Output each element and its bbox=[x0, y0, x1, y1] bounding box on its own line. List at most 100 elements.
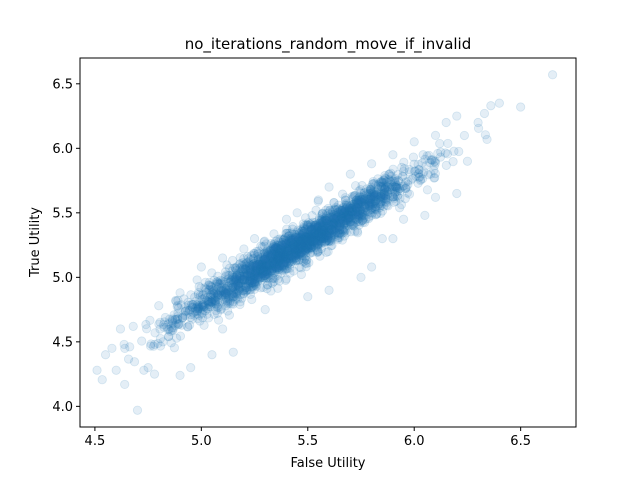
scatter-point bbox=[314, 215, 324, 225]
scatter-point bbox=[227, 272, 237, 282]
scatter-point bbox=[225, 296, 235, 306]
scatter-point bbox=[212, 290, 223, 300]
scatter-point bbox=[305, 243, 316, 253]
scatter-point bbox=[164, 318, 174, 328]
scatter-point bbox=[286, 241, 296, 251]
scatter-point bbox=[240, 272, 250, 282]
scatter-point bbox=[178, 312, 188, 323]
scatter-point bbox=[340, 195, 351, 205]
scatter-point bbox=[317, 229, 327, 239]
scatter-point bbox=[231, 272, 241, 282]
scatter-point bbox=[348, 209, 358, 219]
scatter-point bbox=[317, 225, 327, 235]
scatter-point bbox=[221, 293, 231, 303]
scatter-point bbox=[209, 286, 219, 296]
scatter-point bbox=[257, 262, 268, 272]
scatter-point bbox=[324, 223, 334, 233]
scatter-point bbox=[300, 232, 311, 242]
scatter-point bbox=[377, 182, 387, 193]
scatter-point bbox=[316, 215, 326, 225]
scatter-point bbox=[224, 271, 234, 281]
scatter-point bbox=[305, 236, 315, 246]
scatter-point bbox=[311, 233, 321, 243]
scatter-point bbox=[299, 225, 310, 236]
scatter-point bbox=[336, 207, 347, 217]
scatter-point bbox=[280, 233, 290, 243]
scatter-point bbox=[304, 241, 314, 251]
scatter-point bbox=[279, 252, 289, 262]
scatter-point bbox=[212, 308, 222, 318]
scatter-point bbox=[401, 182, 411, 192]
scatter-point bbox=[267, 259, 277, 269]
scatter-point bbox=[333, 214, 343, 224]
scatter-point bbox=[306, 242, 316, 252]
scatter-point bbox=[294, 255, 305, 265]
scatter-point bbox=[366, 198, 376, 208]
scatter-point bbox=[307, 229, 317, 239]
scatter-point bbox=[250, 277, 260, 287]
scatter-point bbox=[376, 177, 386, 187]
scatter-point bbox=[286, 244, 296, 254]
scatter-point bbox=[238, 275, 248, 285]
scatter-point bbox=[294, 238, 304, 248]
scatter-point bbox=[223, 274, 233, 284]
scatter-point bbox=[198, 290, 208, 300]
scatter-point bbox=[376, 181, 386, 191]
scatter-point bbox=[334, 222, 345, 232]
scatter-point bbox=[284, 242, 295, 252]
scatter-point bbox=[357, 197, 367, 207]
scatter-point bbox=[381, 194, 391, 204]
scatter-point bbox=[297, 242, 307, 253]
scatter-point bbox=[302, 220, 313, 230]
scatter-point bbox=[355, 205, 365, 215]
scatter-point bbox=[255, 254, 265, 265]
scatter-point bbox=[303, 241, 313, 251]
scatter-point bbox=[258, 265, 268, 275]
scatter-point bbox=[306, 232, 316, 242]
scatter-point bbox=[271, 263, 281, 273]
scatter-point bbox=[259, 255, 270, 265]
scatter-point bbox=[269, 249, 279, 259]
scatter-point bbox=[266, 252, 276, 262]
scatter-point bbox=[285, 247, 296, 257]
scatter-point bbox=[269, 260, 279, 270]
scatter-point bbox=[320, 231, 330, 241]
scatter-point bbox=[270, 241, 280, 251]
scatter-point bbox=[281, 237, 291, 247]
scatter-point bbox=[340, 200, 350, 210]
scatter-point bbox=[339, 208, 349, 218]
scatter-point bbox=[335, 210, 345, 220]
scatter-point bbox=[311, 220, 321, 231]
scatter-point bbox=[319, 233, 329, 243]
scatter-point bbox=[305, 240, 315, 250]
scatter-point bbox=[349, 221, 359, 231]
scatter-point bbox=[394, 176, 404, 187]
scatter-point bbox=[315, 233, 325, 243]
scatter-point bbox=[261, 261, 271, 271]
scatter-point bbox=[195, 316, 205, 326]
scatter-point bbox=[268, 254, 278, 264]
y-axis-ticks: 4.04.55.05.56.06.5 bbox=[52, 77, 80, 415]
scatter-point bbox=[239, 289, 249, 299]
scatter-point bbox=[376, 178, 387, 188]
scatter-point bbox=[244, 276, 255, 286]
scatter-point bbox=[338, 215, 348, 226]
scatter-point bbox=[330, 214, 340, 224]
scatter-point bbox=[255, 261, 265, 271]
scatter-point bbox=[384, 169, 394, 180]
scatter-point bbox=[334, 232, 345, 243]
scatter-point bbox=[354, 199, 364, 209]
scatter-point bbox=[362, 189, 372, 199]
scatter-point bbox=[252, 267, 263, 278]
scatter-point bbox=[242, 258, 252, 268]
scatter-point bbox=[311, 205, 321, 215]
scatter-point bbox=[216, 287, 226, 297]
scatter-point bbox=[263, 258, 273, 268]
scatter-point bbox=[272, 261, 283, 271]
scatter-point bbox=[257, 264, 268, 274]
scatter-point bbox=[240, 264, 250, 274]
scatter-point bbox=[312, 240, 323, 250]
scatter-point bbox=[255, 264, 265, 274]
scatter-point bbox=[259, 263, 269, 273]
scatter-point bbox=[184, 305, 194, 315]
